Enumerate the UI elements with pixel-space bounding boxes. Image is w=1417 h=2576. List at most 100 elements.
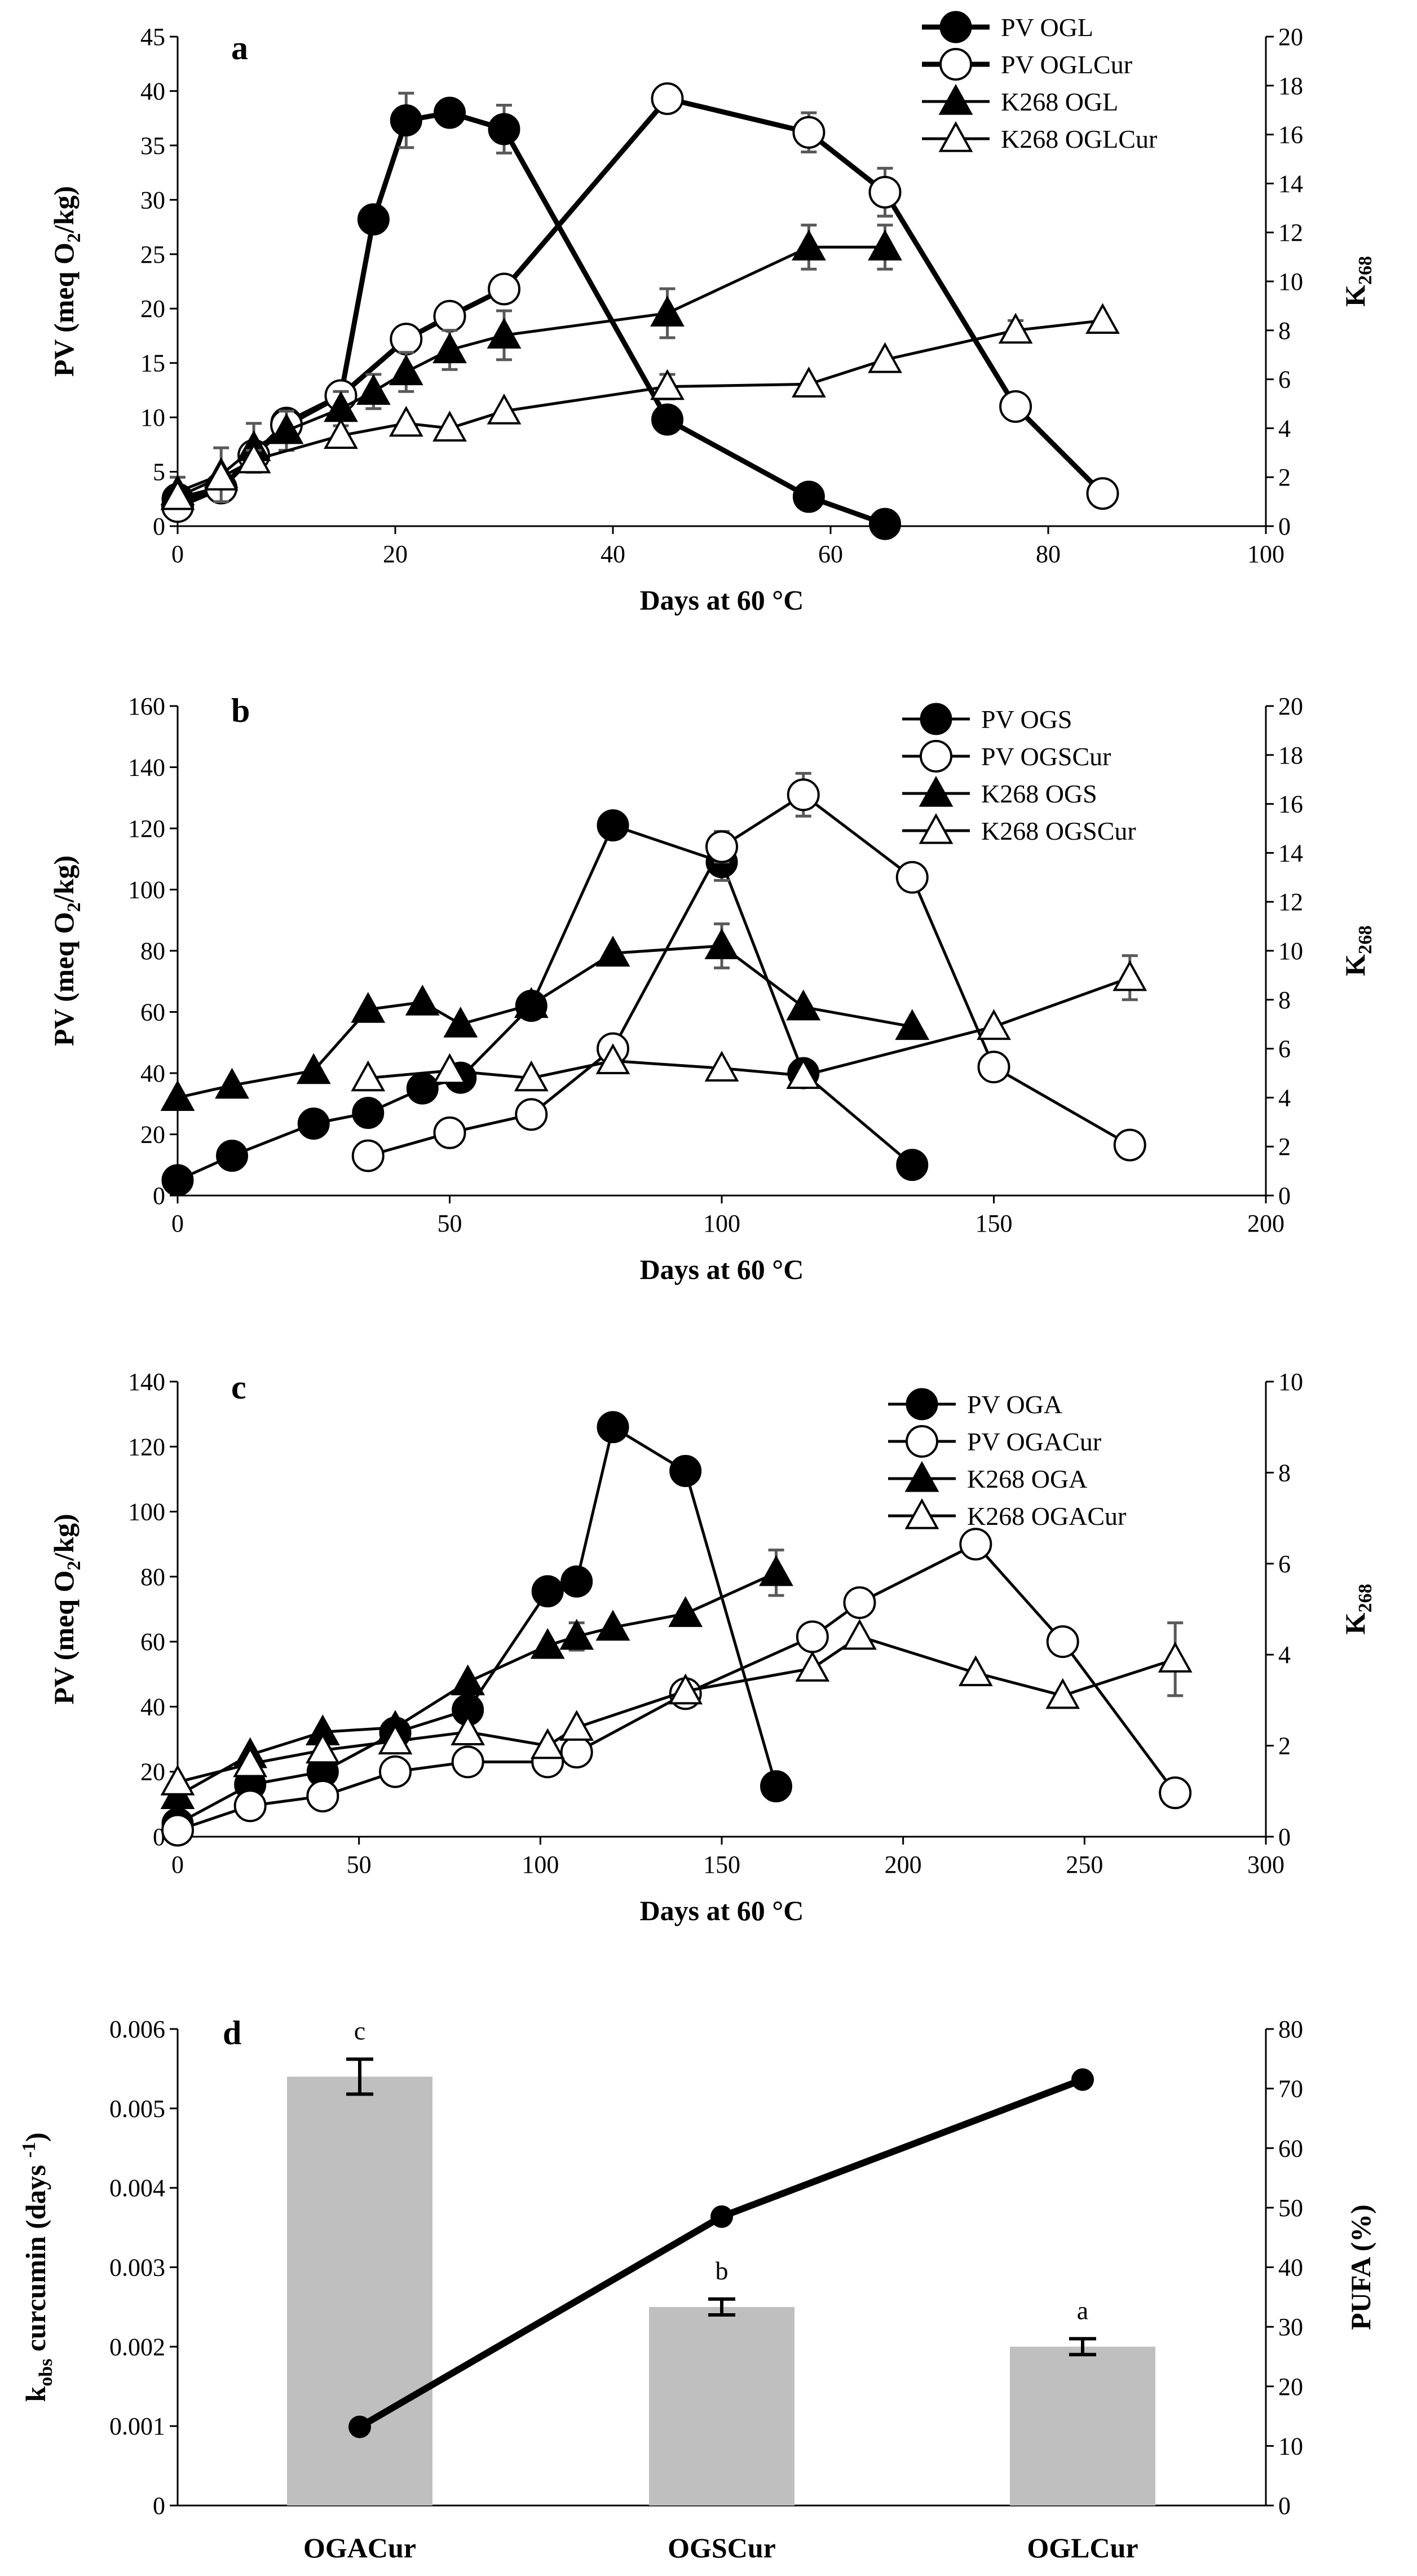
data-point bbox=[531, 1575, 564, 1608]
category-label: OGLCur bbox=[1027, 2532, 1138, 2564]
legend-label: PV OGA bbox=[967, 1390, 1062, 1419]
data-point bbox=[305, 1732, 340, 1764]
y-tick-label: 10 bbox=[140, 404, 165, 431]
data-point bbox=[597, 809, 629, 842]
y-tick-label: 160 bbox=[128, 692, 165, 720]
y2-tick-label: 10 bbox=[1278, 937, 1303, 965]
y2-axis-label-sub: 268 bbox=[1355, 1584, 1376, 1613]
data-point bbox=[161, 1814, 194, 1847]
pufa-point bbox=[710, 2205, 733, 2228]
category-label: OGACur bbox=[303, 2532, 416, 2564]
legend-marker bbox=[906, 1388, 938, 1421]
panel-label: b bbox=[231, 692, 250, 729]
data-point bbox=[443, 1007, 478, 1038]
y2-tick-label: 2 bbox=[1278, 1133, 1291, 1161]
data-point bbox=[378, 1723, 413, 1755]
y-tick-label: 140 bbox=[128, 1368, 165, 1396]
y2-tick-label: 20 bbox=[1278, 2373, 1303, 2401]
y-tick-label: 100 bbox=[128, 1498, 165, 1526]
y2-tick-label: 10 bbox=[1278, 2432, 1303, 2460]
y2-axis-label-sub: 268 bbox=[1355, 925, 1376, 954]
legend-entry: K268 OGS bbox=[902, 775, 1097, 808]
data-point bbox=[999, 390, 1032, 423]
data-point bbox=[597, 1411, 629, 1444]
pufa-point bbox=[348, 2415, 371, 2438]
y-tick-label: 0.001 bbox=[109, 2412, 165, 2440]
y-tick-label: 40 bbox=[140, 1693, 165, 1721]
data-point bbox=[379, 1755, 412, 1788]
y-axis-label-sub: 2 bbox=[64, 902, 85, 912]
bar bbox=[649, 2306, 794, 2506]
data-point bbox=[530, 1627, 565, 1659]
y2-tick-label: 2 bbox=[1278, 464, 1291, 491]
y2-axis-label-main: K bbox=[1339, 954, 1371, 976]
panel-a: 0 5 10 15 20 25 30 35 40 45 0 2 4 6 8 10 12 14 16 18 20 0 20 40… bbox=[48, 11, 1376, 616]
y-tick-label: 0 bbox=[153, 1182, 165, 1210]
y-tick-label: 20 bbox=[140, 1121, 165, 1149]
y-tick-label: 60 bbox=[140, 999, 165, 1026]
category-label: OGSCur bbox=[668, 2532, 776, 2564]
x-tick-label: 150 bbox=[975, 1210, 1013, 1237]
legend-entry: K268 OGA bbox=[888, 1461, 1087, 1493]
x-tick-label: 150 bbox=[703, 1851, 740, 1878]
y2-tick-label: 60 bbox=[1278, 2134, 1303, 2162]
data-point bbox=[351, 1139, 385, 1172]
legend-entry: PV OGSCur bbox=[902, 740, 1111, 773]
y2-tick-label: 6 bbox=[1278, 1550, 1291, 1578]
data-point bbox=[895, 861, 929, 894]
y2-axis-label: K268 bbox=[1339, 1584, 1376, 1635]
significance-letter: b bbox=[716, 2256, 729, 2285]
x-tick-label: 200 bbox=[885, 1851, 922, 1878]
panel-label: d bbox=[223, 2014, 241, 2052]
data-point bbox=[651, 403, 683, 436]
data-point bbox=[296, 1053, 331, 1084]
data-point bbox=[357, 203, 390, 236]
data-point bbox=[559, 1618, 594, 1650]
y-axis-label: PV (meq O2/kg) bbox=[48, 855, 85, 1046]
data-point bbox=[390, 323, 423, 356]
legend-label: K268 OGACur bbox=[967, 1502, 1126, 1530]
y2-tick-label: 14 bbox=[1278, 839, 1303, 867]
series-line bbox=[368, 793, 1131, 1157]
data-point bbox=[668, 1596, 703, 1627]
data-point bbox=[160, 1080, 195, 1111]
data-point bbox=[434, 96, 466, 129]
series-line bbox=[176, 110, 886, 527]
data-point bbox=[792, 230, 826, 261]
y2-tick-label: 10 bbox=[1278, 1368, 1303, 1396]
series-pv-ogscur bbox=[351, 771, 1146, 1172]
y2-tick-label: 14 bbox=[1278, 170, 1303, 197]
series-k268-ogl bbox=[160, 223, 902, 508]
data-point bbox=[1085, 303, 1120, 334]
legend-label: K268 OGSCur bbox=[981, 817, 1136, 845]
y2-tick-label: 70 bbox=[1278, 2075, 1303, 2103]
data-point bbox=[160, 479, 195, 510]
data-point bbox=[406, 1072, 439, 1105]
y-axis-label-main: PV (meq O bbox=[48, 242, 80, 377]
x-tick-label: 200 bbox=[1247, 1210, 1284, 1237]
legend-label: K268 OGL bbox=[1001, 87, 1118, 116]
data-point bbox=[792, 480, 825, 513]
y-tick-label: 20 bbox=[140, 295, 165, 323]
data-point bbox=[559, 1710, 594, 1741]
data-point bbox=[215, 1068, 249, 1099]
series-line bbox=[368, 976, 1131, 1080]
legend-label: PV OGLCur bbox=[1001, 50, 1132, 79]
y-axis-label: PV (meq O2/kg) bbox=[48, 1514, 85, 1704]
x-tick-label: 100 bbox=[522, 1851, 559, 1878]
y-tick-label: 0.005 bbox=[109, 2095, 165, 2123]
data-point bbox=[704, 1051, 739, 1082]
y2-tick-label: 16 bbox=[1278, 791, 1303, 818]
x-tick-label: 20 bbox=[383, 540, 408, 568]
legend-marker bbox=[939, 11, 972, 43]
data-point bbox=[488, 272, 520, 306]
y-axis-label-sup: -1 bbox=[19, 2142, 39, 2158]
series-pv-ogacur bbox=[161, 1528, 1192, 1847]
x-axis-label: Days at 60 °C bbox=[640, 1254, 804, 1285]
data-point bbox=[1113, 1128, 1146, 1162]
pufa-point bbox=[1071, 2068, 1094, 2091]
data-point bbox=[161, 1164, 194, 1197]
y2-tick-label: 30 bbox=[1278, 2313, 1303, 2341]
y-axis-label-end: /kg) bbox=[48, 1514, 80, 1561]
